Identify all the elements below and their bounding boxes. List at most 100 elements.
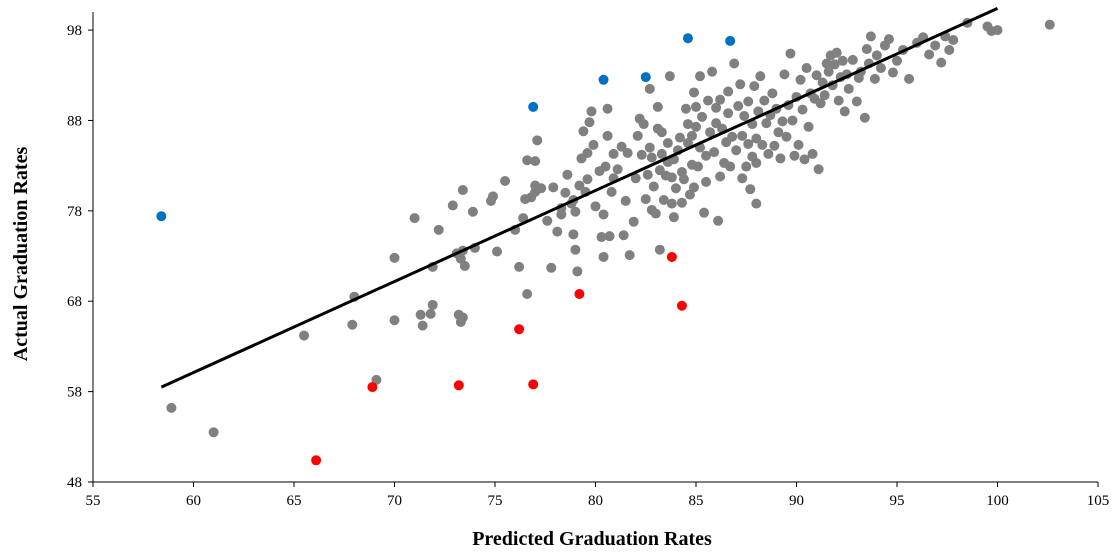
data-point xyxy=(789,150,800,161)
data-point xyxy=(453,380,464,391)
data-point xyxy=(636,149,647,160)
data-point xyxy=(616,141,627,152)
data-point xyxy=(552,226,563,237)
x-tick-label: 60 xyxy=(186,493,201,509)
data-point xyxy=(644,83,655,94)
data-point xyxy=(548,182,559,193)
data-point xyxy=(699,207,710,218)
data-point xyxy=(586,106,597,117)
data-point xyxy=(691,101,701,112)
data-point xyxy=(883,34,894,45)
data-point xyxy=(753,106,764,117)
data-point xyxy=(948,35,959,46)
axes xyxy=(92,12,1098,483)
data-point xyxy=(347,319,358,330)
data-point xyxy=(467,206,478,217)
data-point xyxy=(697,111,708,122)
data-point xyxy=(759,95,770,106)
data-point xyxy=(570,206,581,217)
data-point xyxy=(715,94,726,105)
data-point xyxy=(514,324,525,335)
data-point xyxy=(612,164,623,175)
data-point xyxy=(447,200,458,211)
data-point xyxy=(819,90,830,101)
x-tick-label: 90 xyxy=(789,493,804,509)
x-tick-label: 105 xyxy=(1087,493,1110,509)
data-point xyxy=(833,95,844,106)
data-point xyxy=(459,260,470,271)
data-point xyxy=(682,119,693,130)
data-point xyxy=(648,181,659,192)
data-point xyxy=(686,130,697,141)
data-point xyxy=(749,81,760,92)
data-point xyxy=(727,131,738,142)
data-point xyxy=(795,74,806,85)
data-point xyxy=(500,176,511,187)
data-point xyxy=(859,112,870,123)
data-point xyxy=(528,101,539,112)
y-tick-label: 68 xyxy=(67,294,82,310)
data-point xyxy=(574,289,585,299)
data-point xyxy=(457,185,468,196)
data-point xyxy=(745,184,756,195)
data-point xyxy=(522,289,533,299)
data-point xyxy=(604,231,615,242)
x-tick-label: 95 xyxy=(890,493,905,509)
data-point xyxy=(713,215,724,226)
data-point xyxy=(701,150,712,161)
data-point xyxy=(389,252,400,263)
data-point xyxy=(532,135,543,146)
data-point xyxy=(691,121,701,132)
data-point xyxy=(602,130,613,141)
data-point xyxy=(536,183,547,194)
y-tick-label: 58 xyxy=(67,385,82,401)
data-point xyxy=(944,44,955,55)
data-point xyxy=(1044,19,1055,30)
data-point xyxy=(570,244,581,255)
data-point xyxy=(632,130,643,141)
data-point xyxy=(725,35,736,46)
data-point xyxy=(487,191,498,202)
data-point xyxy=(598,209,609,220)
data-point xyxy=(624,250,635,261)
data-point xyxy=(654,244,665,255)
y-axis-title: Actual Graduation Rates xyxy=(10,147,32,362)
data-point xyxy=(869,73,880,84)
trendline xyxy=(160,7,999,389)
data-point xyxy=(676,300,687,311)
data-point xyxy=(861,44,872,55)
data-point xyxy=(650,208,661,219)
data-point xyxy=(761,118,772,129)
data-point xyxy=(389,315,400,326)
data-point xyxy=(887,67,898,78)
data-point xyxy=(542,215,553,226)
data-point xyxy=(847,54,858,65)
data-point xyxy=(600,161,611,172)
data-point xyxy=(729,58,740,69)
data-point xyxy=(522,155,533,166)
data-point xyxy=(930,40,941,51)
data-point xyxy=(582,148,593,158)
data-point xyxy=(156,211,167,222)
data-point xyxy=(785,48,796,59)
data-point xyxy=(514,261,525,272)
data-point xyxy=(622,148,633,158)
x-tick-label: 75 xyxy=(488,493,503,509)
x-tick-label: 55 xyxy=(86,493,101,509)
data-point xyxy=(803,121,814,132)
data-point xyxy=(777,116,788,127)
trendline-group xyxy=(160,7,999,389)
data-point xyxy=(757,139,768,150)
data-point xyxy=(596,232,607,243)
data-point xyxy=(668,212,679,223)
data-point xyxy=(674,132,685,143)
data-point xyxy=(799,154,810,165)
x-tick-label: 80 xyxy=(588,493,603,509)
data-point xyxy=(582,174,593,185)
data-point xyxy=(763,148,774,159)
data-point xyxy=(680,103,691,114)
data-point xyxy=(640,194,651,205)
data-point xyxy=(695,71,706,82)
